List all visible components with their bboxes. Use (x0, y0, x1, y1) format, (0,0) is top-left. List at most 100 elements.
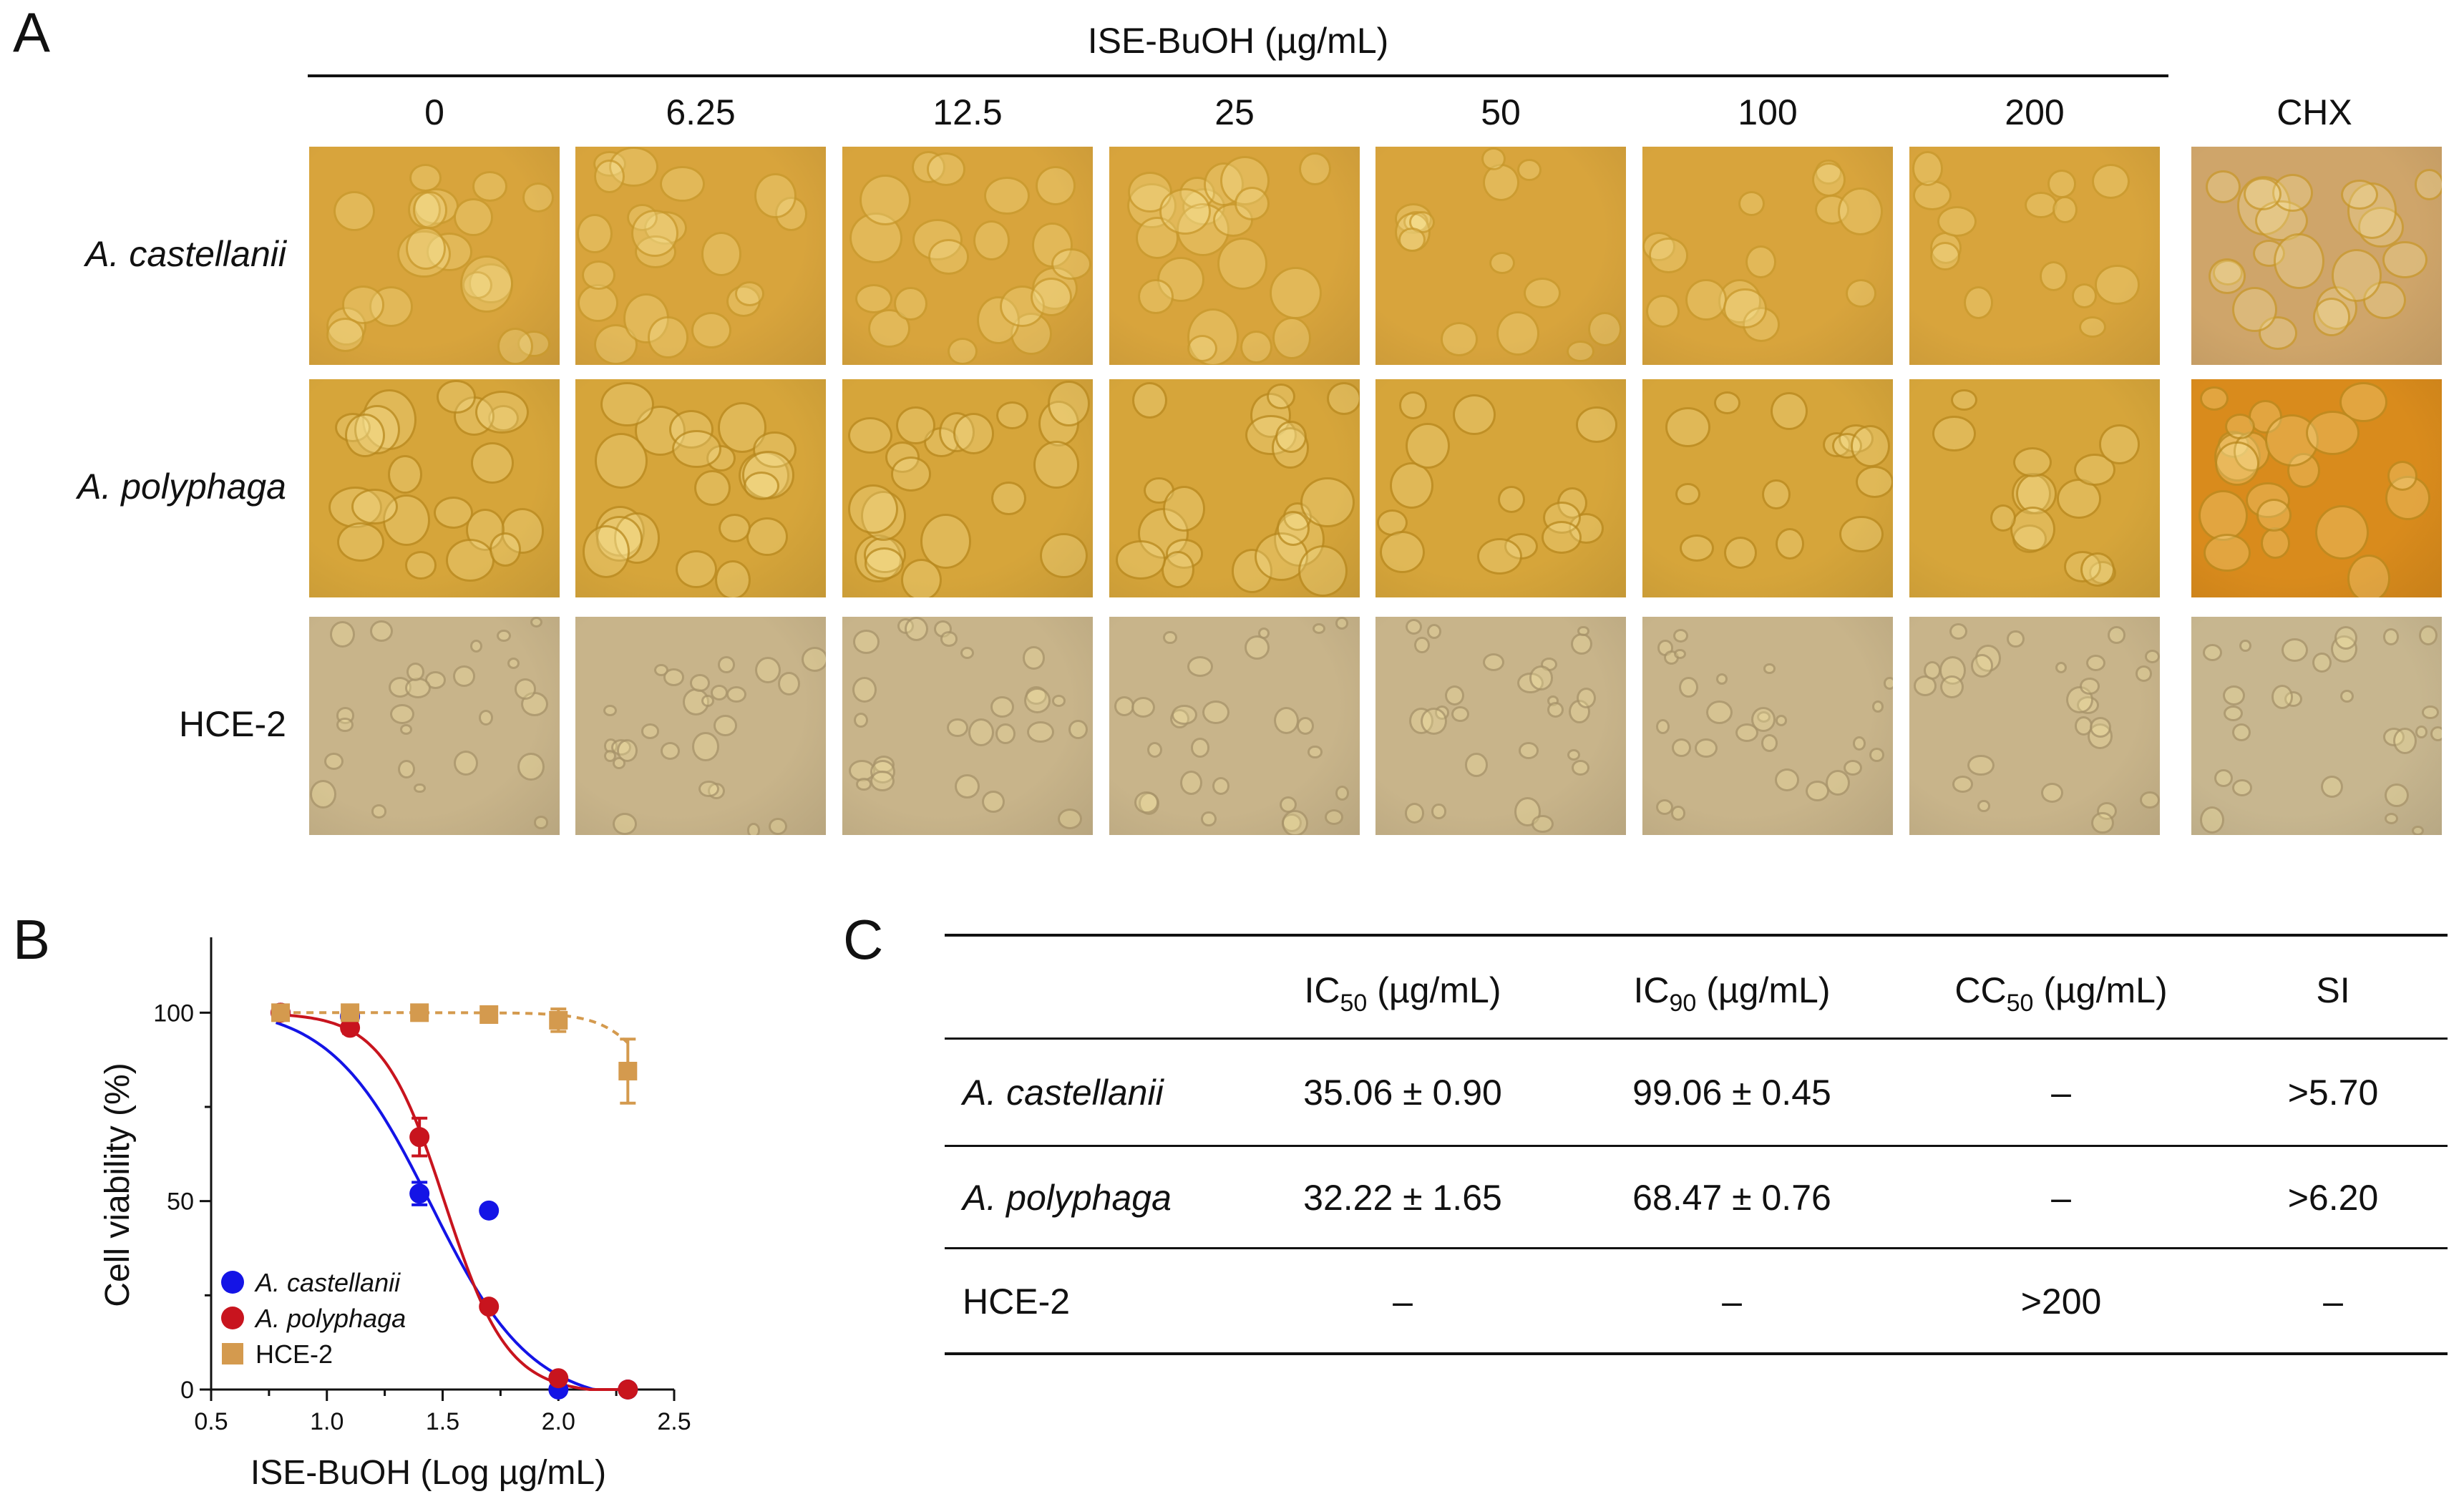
cell-shape (479, 710, 494, 726)
cell-shape (1180, 771, 1202, 796)
cell-shape (660, 166, 705, 202)
cell-shape (2012, 446, 2052, 477)
legend-marker (221, 1271, 244, 1294)
cell-shape (2199, 386, 2229, 411)
cell-shape (399, 723, 413, 735)
cell-shape (1723, 536, 1757, 569)
cell-shape (409, 163, 442, 192)
cell-shape (1023, 688, 1051, 713)
header-base: IC (1633, 970, 1670, 1010)
cell-shape (676, 550, 717, 589)
table-header: IC90 (µg/mL) (1567, 970, 1896, 1015)
cell-shape (1324, 809, 1344, 825)
cell-shape (1577, 625, 1589, 637)
cell-shape (769, 818, 788, 835)
legend-label: HCE-2 (255, 1339, 333, 1369)
cell-shape (654, 664, 668, 677)
cell-shape (1023, 646, 1045, 670)
cell-shape (672, 429, 721, 469)
cell-shape (1405, 802, 1425, 824)
cell-shape (1990, 504, 2017, 532)
cell-shape (2340, 179, 2378, 210)
cell-shape (582, 524, 630, 578)
cell-shape (452, 665, 475, 687)
cell-shape (694, 470, 731, 507)
cell-shape (852, 629, 880, 654)
cell-shape (1940, 675, 1964, 699)
micrograph (1642, 617, 1893, 835)
cell-shape (968, 718, 994, 747)
table-header: CC50 (µg/mL) (1896, 970, 2226, 1015)
cell-shape (847, 484, 898, 534)
cell-shape (2271, 685, 2293, 709)
cell-shape (896, 406, 936, 445)
cell-shape (1399, 391, 1428, 419)
cell-shape (2108, 626, 2125, 645)
cell-shape (701, 232, 742, 276)
cell-shape (1529, 665, 1554, 690)
concentration-label: 0 (424, 92, 444, 132)
cell-shape (734, 281, 764, 306)
header-base: SI (2316, 970, 2350, 1010)
cell-shape (2261, 527, 2291, 560)
cell-shape (406, 663, 425, 682)
cell-shape (1587, 311, 1622, 346)
cell-shape (1187, 335, 1217, 362)
header-subscript: 50 (1340, 990, 1368, 1017)
data-point (479, 1297, 500, 1317)
cell-shape (777, 671, 801, 695)
cell-shape (1335, 786, 1350, 801)
cell-shape (437, 379, 476, 414)
header-base: CC (1954, 970, 2007, 1010)
cell-shape (1244, 635, 1270, 660)
cell-shape (1655, 799, 1673, 816)
cell-shape (2214, 441, 2259, 487)
cell-shape (1977, 799, 1990, 813)
cell-shape (530, 617, 542, 628)
cell-shape (2222, 685, 2245, 706)
cell-shape (2332, 249, 2382, 302)
concentration-label: 50 (1481, 92, 1521, 132)
cell-shape (983, 176, 1030, 215)
cell-shape (2383, 628, 2399, 645)
cell-shape (1379, 530, 1426, 574)
cell-shape (1516, 159, 1542, 182)
cell-shape (1051, 694, 1066, 707)
micrograph (575, 379, 826, 597)
cell-shape (1420, 708, 1447, 736)
cell-shape (497, 328, 533, 365)
cell-shape (446, 539, 495, 582)
cell-shape (947, 337, 978, 365)
cell-shape (2079, 316, 2107, 338)
cell-shape (600, 381, 655, 427)
cell-shape (1678, 676, 1698, 698)
cell-shape (2256, 499, 2292, 532)
micrograph (1642, 379, 1893, 597)
cell-shape (1172, 704, 1197, 726)
data-point (340, 1017, 361, 1038)
cell-shape (603, 704, 618, 717)
cell-shape (1496, 311, 1539, 356)
cell-shape (434, 497, 474, 529)
cell-shape (1276, 511, 1310, 546)
table-row-name: HCE-2 (963, 1281, 1071, 1322)
cell-shape (1426, 623, 1442, 639)
cell-shape (522, 182, 555, 213)
table-header: IC50 (µg/mL) (1238, 970, 1567, 1015)
cell-shape (1030, 277, 1072, 316)
fit-curve-2 (281, 1011, 629, 1045)
cell-shape (1670, 806, 1685, 821)
cell-shape (1706, 700, 1733, 725)
cell-shape (2430, 726, 2442, 742)
cell-shape (616, 739, 638, 763)
cell-shape (1163, 630, 1177, 645)
cell-shape (754, 657, 781, 683)
table-cell: >200 (2020, 1281, 2102, 1322)
cell-shape (1212, 776, 1229, 795)
x-tick-label: 0.5 (194, 1408, 228, 1435)
cell-shape (2239, 639, 2251, 652)
cell-shape (691, 731, 719, 762)
cell-shape (2052, 195, 2078, 223)
y-axis-label: Cell viability (%) (99, 1063, 137, 1307)
cell-shape (593, 160, 625, 193)
